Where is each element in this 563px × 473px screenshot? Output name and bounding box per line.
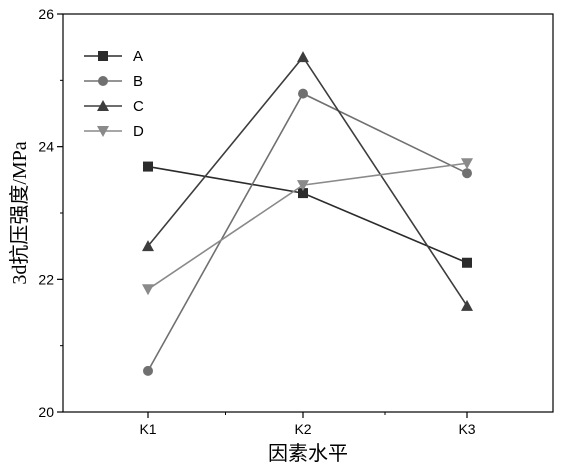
series-a-point	[143, 161, 153, 172]
y-axis: 20 22 24 26	[38, 6, 63, 420]
legend-label-d: D	[133, 123, 144, 140]
series-b-point	[462, 168, 472, 179]
x-tick-label: K1	[139, 421, 156, 437]
y-tick-label: 24	[38, 139, 54, 155]
series-b-point	[298, 88, 308, 99]
y-axis-title: 3d抗压强度/MPa	[8, 141, 31, 284]
series-d-point	[461, 158, 473, 170]
y-tick-label: 20	[38, 404, 54, 420]
series-b-point	[143, 365, 153, 376]
legend-marker-c	[97, 100, 109, 111]
x-tick-label: K2	[294, 421, 311, 437]
legend-label-b: B	[133, 73, 143, 90]
x-axis: K1 K2 K3	[139, 412, 476, 437]
series-d-point	[142, 284, 154, 296]
legend-label-a: A	[133, 48, 143, 65]
legend-marker-b	[98, 76, 108, 86]
legend-label-c: C	[133, 98, 144, 115]
series-c-point	[297, 51, 309, 63]
series-layer	[142, 51, 473, 376]
series-a-point	[298, 188, 308, 199]
y-tick-label: 22	[38, 271, 54, 287]
series-c-point	[461, 299, 473, 311]
series-c-point	[142, 240, 154, 252]
legend-marker-a	[98, 51, 108, 61]
y-tick-label: 26	[38, 6, 54, 22]
series-a-point	[462, 257, 472, 268]
x-axis-title: 因素水平	[268, 442, 348, 465]
legend-marker-d	[97, 126, 109, 137]
series-d-point	[297, 180, 309, 192]
plot-area	[62, 13, 554, 413]
x-tick-label: K3	[458, 421, 475, 437]
